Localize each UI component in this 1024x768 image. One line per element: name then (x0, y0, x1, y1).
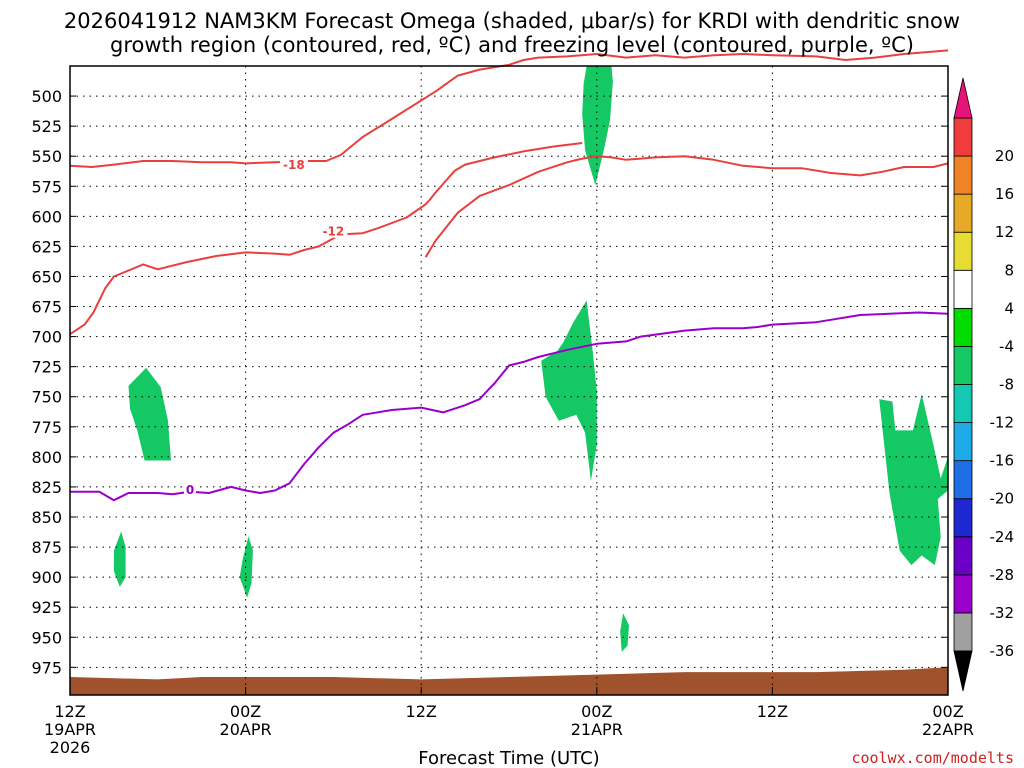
colorbar-tick-label: 16 (995, 185, 1014, 203)
colorbar-bin (953, 574, 973, 614)
colorbar-bin (953, 155, 973, 195)
omega-region (113, 531, 126, 587)
x-tick-label: 00Z (230, 702, 261, 721)
colorbar-bin (953, 460, 973, 500)
plot-area: -18 -12 0 (69, 49, 949, 695)
colorbar-tick-label: -12 (990, 414, 1015, 432)
omega-region (495, 444, 512, 566)
omega-region (239, 536, 253, 598)
y-tick-label: 975 (31, 658, 62, 677)
colorbar-tick-label: -20 (990, 490, 1015, 508)
colorbar-bin (953, 231, 973, 271)
x-axis-label: Forecast Time (UTC) (418, 748, 599, 768)
x-tick-label: 00Z (581, 702, 612, 721)
y-tick-label: 625 (31, 237, 62, 256)
omega-region (582, 66, 613, 186)
colorbar-tick-label: -8 (999, 376, 1014, 394)
colorbar-tick-label: 4 (1004, 299, 1014, 317)
x-tick-label: 12Z (54, 702, 85, 721)
colorbar-bin (953, 498, 973, 538)
omega-region (879, 394, 948, 566)
omega-region (128, 367, 171, 461)
y-tick-label: 525 (31, 117, 62, 136)
colorbar-tick-label: -32 (990, 604, 1015, 622)
y-tick-label: 750 (31, 388, 62, 407)
omega-region (411, 66, 420, 101)
contour-label-bg (183, 482, 196, 497)
omega-region (599, 417, 675, 572)
y-tick-label: 600 (31, 207, 62, 226)
omega-region (716, 270, 729, 361)
y-tick-label: 700 (31, 328, 62, 347)
y-tick-label: 800 (31, 448, 62, 467)
y-tick-label: 550 (31, 147, 62, 166)
y-tick-label: 575 (31, 177, 62, 196)
colorbar-tick-label: 8 (1004, 261, 1014, 279)
y-tick-label: 775 (31, 418, 62, 437)
colorbar-tick-label: -36 (990, 642, 1015, 660)
colorbar-tick-label: -16 (990, 452, 1015, 470)
axes: 500 525 550 575 600 625 650 675 700 725 750 775 800 8… (31, 87, 974, 757)
x-tick-label: 20APR (220, 720, 272, 739)
x-tick-label: 2026 (50, 738, 91, 757)
dgz-contour (69, 142, 583, 336)
contour-label-bg (319, 223, 348, 238)
y-tick-label: 825 (31, 478, 62, 497)
colorbar-tick-label: -4 (999, 337, 1014, 355)
contour-label: -18 (283, 158, 305, 172)
y-tick-label: 925 (31, 598, 62, 617)
omega-region (216, 340, 239, 443)
colorbar-bin (953, 269, 973, 309)
y-tick-label: 875 (31, 538, 62, 557)
colorbar-bin (953, 346, 973, 385)
colorbar-bin (953, 384, 973, 423)
x-tick-label: 22APR (922, 720, 974, 739)
omega-region (768, 507, 774, 542)
colorbar-tick-label: 12 (995, 223, 1014, 241)
y-tick-label: 850 (31, 508, 62, 527)
title-line-1: 2026041912 NAM3KM Forecast Omega (shaded… (64, 9, 960, 33)
omega-region (541, 300, 597, 481)
colorbar-tick-label: -24 (990, 528, 1015, 546)
dgz-contour (424, 155, 949, 258)
dgz-contour (69, 49, 949, 168)
plot-frame (69, 65, 949, 696)
colorbar-bin (953, 422, 973, 462)
x-tick-label: 00Z (932, 702, 963, 721)
y-tick-label: 650 (31, 267, 62, 286)
colorbar-bin (953, 193, 973, 233)
x-tick-label: 19APR (44, 720, 96, 739)
y-tick-label: 500 (31, 87, 62, 106)
contour-label: 0 (186, 483, 194, 497)
credit-text: coolwx.com/modelts (851, 749, 1014, 767)
title-line-2: growth region (contoured, red, ºC) and f… (110, 33, 914, 57)
omega-region (620, 613, 629, 652)
y-tick-label: 675 (31, 298, 62, 317)
y-tick-label: 725 (31, 358, 62, 377)
colorbar-over-arrow (953, 77, 973, 119)
y-tick-label: 950 (31, 628, 62, 647)
omega-region (468, 337, 490, 445)
terrain-fill (70, 667, 948, 695)
colorbar-tick-label: 20 (995, 147, 1014, 165)
colorbar: -36 -32 -28 -24 -20 -16 -12 -8 -4 4 8 12 16 20 (953, 77, 1015, 692)
colorbar-bin (953, 307, 973, 347)
colorbar-bin (953, 536, 973, 576)
omega-region (307, 444, 335, 495)
x-tick-label: 21APR (571, 720, 623, 739)
x-tick-label: 12Z (757, 702, 788, 721)
colorbar-bin (953, 612, 973, 652)
colorbar-tick-label: -28 (990, 566, 1015, 584)
contour-label: -12 (323, 224, 345, 238)
contour-label-bg (279, 157, 308, 172)
x-tick-label: 12Z (406, 702, 437, 721)
y-tick-label: 900 (31, 568, 62, 587)
colorbar-under-arrow (953, 650, 973, 692)
freezing-level-contour (70, 311, 949, 502)
colorbar-bin (953, 117, 973, 157)
